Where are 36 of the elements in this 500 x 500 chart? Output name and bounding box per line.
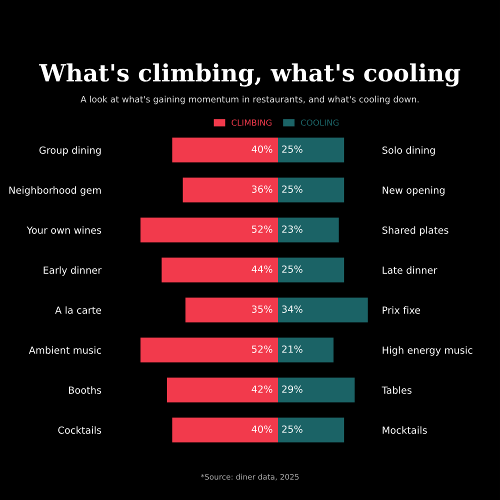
y-tick-label: Ambient music	[28, 346, 102, 354]
y-tick-label: Booths	[68, 386, 102, 394]
y-tick-label: Shared plates	[382, 226, 448, 236]
y-tick-label: Mocktails	[382, 426, 427, 434]
y-tick-label: New opening	[382, 186, 445, 196]
y-tick-label: Your own wines	[26, 226, 102, 234]
data-label: 40%	[252, 145, 272, 153]
data-label: 40%	[252, 425, 272, 433]
data-label: 42%	[252, 385, 272, 393]
data-label: 25%	[282, 185, 302, 193]
y-tick-label: Late dinner	[382, 266, 438, 274]
legend-label: COOLING	[300, 119, 339, 126]
legend-label: CLIMBING	[232, 119, 272, 126]
data-label: 36%	[252, 185, 272, 193]
y-tick-label: Cocktails	[58, 426, 102, 434]
data-label: 52%	[252, 345, 272, 353]
y-tick-label: Early dinner	[44, 266, 102, 276]
data-label: 29%	[282, 385, 302, 393]
data-label: 52%	[252, 225, 272, 233]
data-label: 23%	[282, 225, 302, 233]
data-label: 34%	[282, 305, 302, 313]
y-tick-label: Tables	[382, 386, 412, 394]
data-label: 25%	[282, 425, 302, 433]
data-label: 44%	[252, 265, 272, 273]
y-tick-label: High energy music	[382, 346, 472, 356]
y-tick-label: Neighborhood gem	[9, 186, 101, 196]
y-tick-label: Group dining	[39, 146, 101, 156]
chart-title: What's climbing, what's cooling	[39, 63, 460, 87]
data-label: 21%	[282, 345, 302, 353]
y-tick-label: Solo dining	[382, 146, 435, 156]
chart-subtitle: A look at what's gaining momentum in restaurants, and what's cooling down.	[80, 96, 419, 104]
y-tick-label: A la carte	[55, 306, 102, 314]
data-label: 25%	[282, 265, 302, 273]
data-label: 25%	[282, 145, 302, 153]
y-tick-label: Prix fixe	[382, 306, 420, 314]
data-label: 35%	[252, 305, 272, 313]
